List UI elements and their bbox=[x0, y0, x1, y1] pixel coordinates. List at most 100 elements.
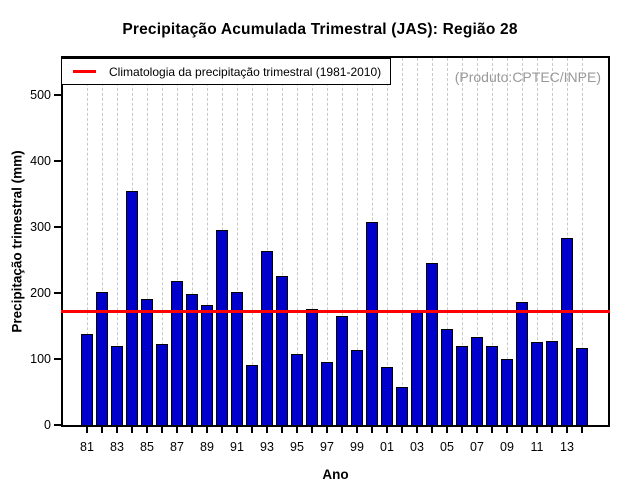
gridline bbox=[327, 58, 328, 425]
y-tick bbox=[54, 424, 61, 426]
x-tick bbox=[341, 427, 343, 433]
gridline bbox=[462, 58, 463, 425]
x-tick bbox=[416, 427, 418, 433]
bar-1902 bbox=[395, 387, 409, 425]
gridline bbox=[102, 58, 103, 425]
bar-1905 bbox=[440, 329, 454, 425]
bar-1912 bbox=[545, 341, 559, 425]
x-tick bbox=[311, 427, 313, 433]
y-tick-label: 400 bbox=[30, 153, 51, 168]
gridline bbox=[447, 58, 448, 425]
bar-1901 bbox=[380, 367, 394, 425]
gridline bbox=[537, 58, 538, 425]
gridline bbox=[177, 58, 178, 425]
x-tick-label: 03 bbox=[410, 440, 424, 454]
y-tick bbox=[54, 93, 61, 96]
gridline bbox=[552, 58, 553, 425]
gridline bbox=[267, 58, 268, 425]
bar-1906 bbox=[455, 346, 469, 425]
gridline bbox=[342, 58, 343, 425]
x-tick-label: 87 bbox=[170, 440, 184, 454]
bar-1908 bbox=[485, 346, 499, 425]
x-tick-label: 99 bbox=[350, 440, 364, 454]
x-tick bbox=[146, 427, 148, 433]
gridline bbox=[582, 58, 583, 425]
legend-box: Climatologia da precipitação trimestral … bbox=[61, 58, 391, 85]
x-tick-label: 09 bbox=[500, 440, 514, 454]
x-tick bbox=[266, 427, 268, 433]
bar-1995 bbox=[290, 354, 304, 425]
gridline bbox=[417, 58, 418, 425]
legend-line-swatch bbox=[73, 70, 96, 73]
x-tick bbox=[86, 427, 88, 433]
x-tick bbox=[281, 427, 283, 433]
x-tick-label: 01 bbox=[380, 440, 394, 454]
x-tick bbox=[551, 427, 553, 433]
y-tick bbox=[54, 225, 61, 228]
bar-1988 bbox=[185, 294, 199, 425]
gridline bbox=[312, 58, 313, 425]
x-tick bbox=[206, 427, 208, 433]
x-tick bbox=[581, 427, 583, 433]
bar-1983 bbox=[110, 346, 124, 425]
x-tick bbox=[506, 427, 508, 433]
x-tick bbox=[491, 427, 493, 433]
x-tick-label: 89 bbox=[200, 440, 214, 454]
x-tick bbox=[521, 427, 523, 433]
bar-1910 bbox=[515, 302, 529, 425]
bar-1900 bbox=[365, 222, 379, 425]
gridline bbox=[282, 58, 283, 425]
x-tick bbox=[161, 427, 163, 433]
x-tick bbox=[536, 427, 538, 433]
x-tick bbox=[236, 427, 238, 433]
x-tick bbox=[476, 427, 478, 433]
x-tick bbox=[131, 427, 133, 433]
bar-1996 bbox=[305, 309, 319, 425]
gridline bbox=[252, 58, 253, 425]
gridline bbox=[477, 58, 478, 425]
bar-1989 bbox=[200, 305, 214, 425]
x-tick bbox=[116, 427, 118, 433]
bar-1986 bbox=[155, 344, 169, 425]
x-tick bbox=[101, 427, 103, 433]
y-tick bbox=[54, 159, 61, 162]
bar-1999 bbox=[350, 350, 364, 425]
x-tick bbox=[356, 427, 358, 433]
gridline bbox=[117, 58, 118, 425]
x-tick-label: 85 bbox=[140, 440, 154, 454]
x-tick bbox=[371, 427, 373, 433]
x-tick-label: 83 bbox=[110, 440, 124, 454]
x-tick bbox=[191, 427, 193, 433]
bar-1909 bbox=[500, 359, 514, 425]
gridline bbox=[87, 58, 88, 425]
gridline bbox=[522, 58, 523, 425]
gridline bbox=[147, 58, 148, 425]
y-axis-label: Precipitação trimestral (mm) bbox=[9, 150, 25, 333]
bar-1907 bbox=[470, 337, 484, 425]
bar-1990 bbox=[215, 230, 229, 425]
bar-1981 bbox=[80, 334, 94, 425]
x-tick-label: 13 bbox=[560, 440, 574, 454]
bar-1984 bbox=[125, 191, 139, 425]
x-tick-label: 11 bbox=[530, 440, 544, 454]
x-tick bbox=[176, 427, 178, 433]
gridline bbox=[432, 58, 433, 425]
gridline bbox=[237, 58, 238, 425]
bar-1997 bbox=[320, 362, 334, 425]
bar-1998 bbox=[335, 316, 349, 425]
y-tick-label: 500 bbox=[30, 87, 51, 102]
x-tick-label: 81 bbox=[80, 440, 94, 454]
gridline bbox=[297, 58, 298, 425]
x-tick-label: 05 bbox=[440, 440, 454, 454]
climatology-line bbox=[61, 310, 610, 314]
x-tick bbox=[566, 427, 568, 433]
bar-1911 bbox=[530, 342, 544, 425]
x-tick bbox=[386, 427, 388, 433]
y-tick-label: 0 bbox=[44, 418, 51, 432]
gridline bbox=[357, 58, 358, 425]
x-tick bbox=[401, 427, 403, 433]
y-tick bbox=[54, 291, 61, 294]
chart-title: Precipitação Acumulada Trimestral (JAS):… bbox=[122, 21, 518, 38]
x-tick bbox=[296, 427, 298, 433]
